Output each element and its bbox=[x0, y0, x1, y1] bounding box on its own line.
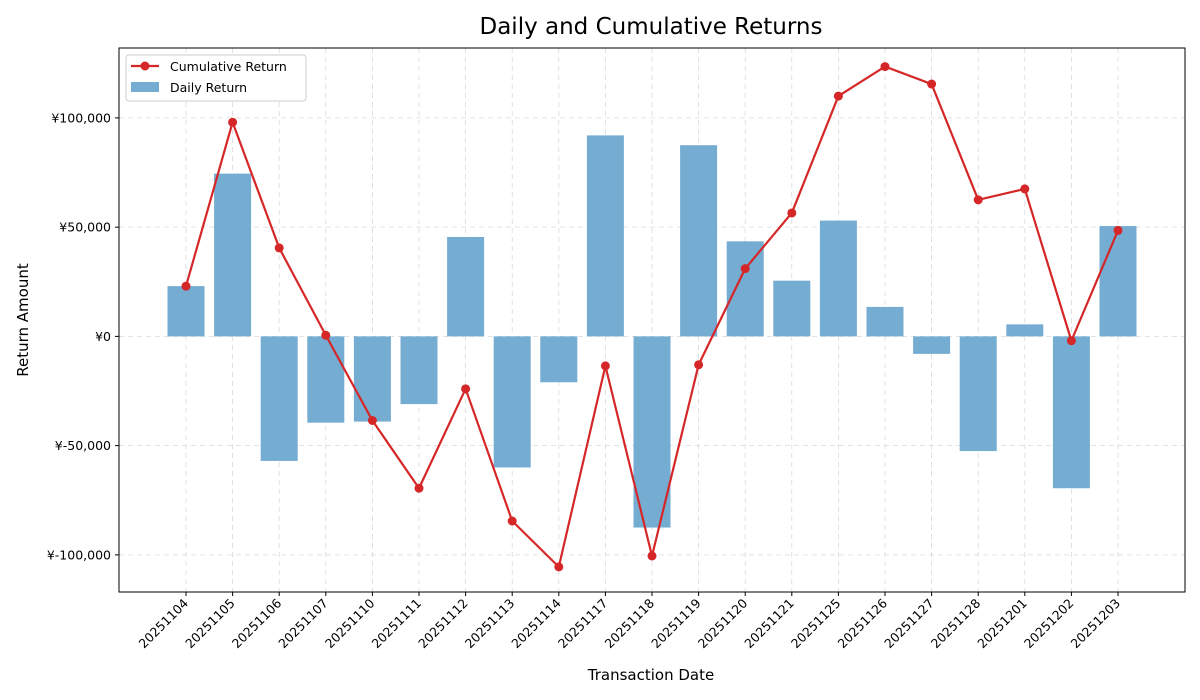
daily-return-bar bbox=[633, 336, 671, 528]
cumulative-return-point bbox=[927, 79, 937, 89]
daily-return-bar bbox=[260, 336, 298, 461]
y-tick-label: ¥0 bbox=[95, 329, 111, 344]
cumulative-return-point bbox=[787, 208, 797, 218]
daily-return-bar bbox=[214, 173, 252, 337]
cumulative-return-point bbox=[1020, 184, 1030, 194]
daily-return-bar bbox=[1099, 226, 1137, 337]
daily-return-bar bbox=[680, 145, 718, 337]
cumulative-return-point bbox=[694, 360, 704, 370]
daily-return-bar bbox=[307, 336, 345, 423]
cumulative-return-point bbox=[554, 562, 564, 572]
cumulative-return-point bbox=[367, 415, 377, 425]
daily-return-bar bbox=[167, 286, 205, 337]
cumulative-return-point bbox=[1066, 336, 1076, 346]
y-tick-label: ¥100,000 bbox=[51, 110, 111, 125]
cumulative-return-point bbox=[833, 91, 843, 101]
daily-return-bar bbox=[773, 280, 811, 337]
daily-return-bar bbox=[353, 336, 391, 422]
cumulative-return-point bbox=[740, 264, 750, 274]
y-tick-label: ¥-50,000 bbox=[55, 438, 111, 453]
y-axis-label: Return Amount bbox=[14, 263, 32, 377]
cumulative-return-point bbox=[181, 281, 191, 291]
cumulative-return-point bbox=[507, 516, 517, 526]
daily-return-bar bbox=[913, 336, 951, 354]
y-tick-label: ¥-100,000 bbox=[47, 547, 111, 562]
daily-return-bar bbox=[819, 220, 857, 337]
daily-return-bar bbox=[447, 236, 485, 337]
daily-return-bar bbox=[1006, 324, 1044, 337]
legend: Cumulative Return Daily Return bbox=[125, 54, 307, 102]
daily-return-bar bbox=[726, 241, 764, 337]
cumulative-return-point bbox=[1113, 225, 1123, 235]
daily-return-bar bbox=[586, 135, 624, 337]
bar-series bbox=[167, 135, 1137, 528]
line-series bbox=[181, 62, 1123, 572]
legend-box bbox=[125, 54, 307, 102]
cumulative-return-point bbox=[600, 361, 610, 371]
daily-return-bar bbox=[493, 336, 531, 468]
cumulative-return-point bbox=[461, 384, 471, 394]
axes bbox=[115, 47, 1186, 596]
legend-marker-swatch bbox=[140, 61, 150, 71]
daily-return-bar bbox=[400, 336, 438, 405]
x-axis-label: Transaction Date bbox=[587, 666, 714, 684]
chart-title: Daily and Cumulative Returns bbox=[480, 14, 823, 40]
daily-return-bar bbox=[540, 336, 578, 383]
cumulative-return-point bbox=[414, 483, 424, 493]
cumulative-return-point bbox=[321, 330, 331, 340]
cumulative-return-point bbox=[274, 243, 284, 253]
legend-bar-swatch bbox=[131, 82, 159, 92]
y-tick-label: ¥50,000 bbox=[59, 220, 111, 235]
legend-label-daily: Daily Return bbox=[170, 80, 247, 95]
cumulative-return-point bbox=[973, 195, 983, 205]
daily-return-bar bbox=[866, 306, 904, 337]
cumulative-return-point bbox=[228, 117, 238, 127]
cumulative-return-point bbox=[880, 62, 890, 72]
daily-return-bar bbox=[1052, 336, 1090, 489]
daily-return-bar bbox=[959, 336, 997, 452]
cumulative-return-point bbox=[647, 551, 657, 561]
legend-label-cumulative: Cumulative Return bbox=[170, 59, 287, 74]
